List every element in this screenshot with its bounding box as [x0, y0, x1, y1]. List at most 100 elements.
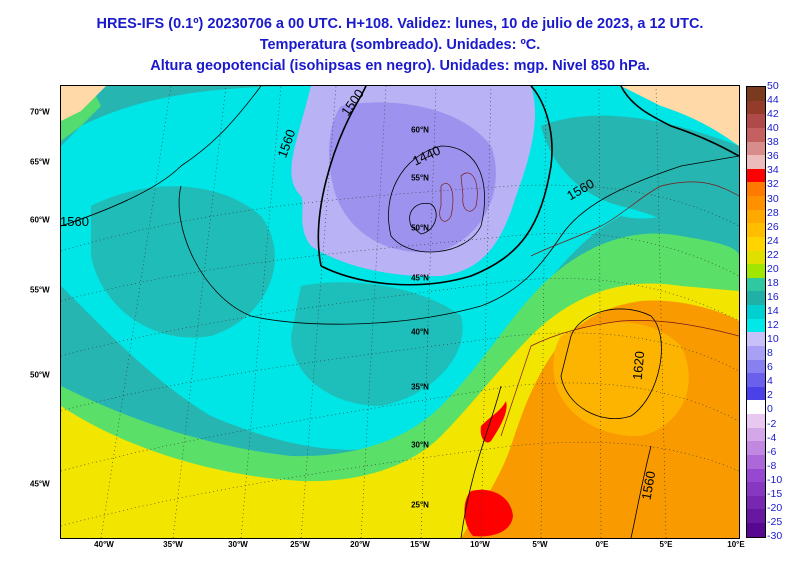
teal-europe-north	[541, 115, 739, 236]
contour-1500	[317, 86, 367, 267]
coastlines	[439, 172, 739, 437]
colorbar-label: 10	[767, 333, 779, 346]
colorbar-swatch	[747, 114, 765, 128]
land-northeast	[621, 86, 739, 146]
title-line-3: Altura geopotencial (isohipsas en negro)…	[150, 58, 650, 74]
colorbar-label: -20	[767, 501, 783, 514]
colorbar-swatch	[747, 427, 765, 442]
colorbar-swatch	[747, 277, 765, 292]
side-lat-label: 55°W	[30, 285, 50, 295]
grid-lat-label: 25°N	[411, 500, 429, 510]
colorbar-swatch	[747, 414, 765, 428]
colorbar-label: 14	[767, 305, 779, 317]
colorbar-label: 16	[767, 290, 779, 303]
colorbar-swatch	[747, 250, 765, 265]
lon-label: 5°E	[659, 540, 673, 549]
colorbar-swatch	[747, 400, 765, 414]
colorbar-label: 4	[767, 375, 773, 388]
graticule	[61, 86, 739, 538]
contour-1560-west	[61, 86, 262, 227]
lon-label: 15°W	[410, 540, 430, 549]
lon-label: 10°W	[470, 540, 490, 549]
lon-label: 35°W	[163, 540, 183, 549]
colorbar-swatch	[747, 305, 765, 319]
colorbar-swatch	[747, 87, 765, 101]
colorbar-swatch	[747, 127, 765, 142]
colorbar-label: 22	[767, 248, 779, 261]
lon-label: 20°W	[350, 540, 370, 549]
colorbar-swatch	[747, 373, 765, 387]
teal-patch-central	[291, 282, 463, 406]
contour-1560-south	[630, 445, 652, 538]
title-line-1: HRES-IFS (0.1º) 20230706 a 00 UTC. H+108…	[96, 16, 704, 32]
colorbar-swatch	[747, 155, 765, 169]
colorbar-swatch	[747, 523, 765, 537]
lon-label: 30°W	[228, 540, 248, 549]
colorbar-swatch	[747, 332, 765, 346]
colorbar-label: 42	[767, 108, 779, 121]
colorbar-swatch	[747, 291, 765, 305]
colorbar-swatch	[747, 509, 765, 523]
orange-light-patch	[553, 322, 689, 437]
contour-low-center	[409, 203, 437, 235]
colorbar-label: 0	[767, 403, 773, 416]
contour-1500-northeast	[620, 86, 739, 157]
contour-1620	[560, 308, 662, 419]
colorbar-swatch	[747, 168, 765, 183]
colorbar-label: -30	[767, 530, 783, 542]
side-lat-label: 70°W	[30, 107, 50, 117]
contour-coast	[460, 385, 502, 538]
colorbar-swatch	[747, 482, 765, 496]
contour-1440	[388, 145, 485, 253]
colorbar-label: 38	[767, 136, 779, 149]
colorbar-swatch	[747, 100, 765, 115]
colorbar-label: 24	[767, 234, 779, 247]
lon-label: 40°W	[94, 540, 114, 549]
grid-lat-label: 55°N	[411, 173, 429, 183]
colorbar-label: 36	[767, 150, 779, 163]
side-lat-label: 45°W	[30, 479, 50, 489]
colorbar-label: -4	[767, 431, 777, 444]
red-hotspot-south	[464, 489, 513, 537]
colorbar-swatch	[747, 454, 765, 469]
contour-1560-mid	[178, 155, 739, 325]
colorbar-swatch	[747, 264, 765, 278]
colorbar-label: 20	[767, 262, 779, 275]
colorbar-swatch	[747, 386, 765, 401]
side-lat-label: 50°W	[30, 370, 50, 380]
grid-lat-label: 35°N	[411, 382, 429, 392]
grid-lat-label: 60°N	[411, 125, 429, 135]
lon-label: 25°W	[290, 540, 310, 549]
land-northwest	[61, 86, 106, 121]
temperature-colorbar	[746, 86, 766, 538]
grid-lat-label: 45°N	[411, 273, 429, 283]
colorbar-label: -2	[767, 417, 777, 430]
side-lat-label: 60°W	[30, 215, 50, 225]
grid-lat-label: 50°N	[411, 223, 429, 233]
colorbar-label: 34	[767, 164, 779, 177]
colorbar-label: -6	[767, 445, 777, 458]
colorbar-swatch	[747, 182, 765, 196]
colorbar-label: 8	[767, 347, 773, 360]
colorbar-swatch	[747, 141, 765, 156]
colorbar-swatch	[747, 236, 765, 251]
colorbar-label: -10	[767, 473, 783, 486]
colorbar-swatch	[747, 318, 765, 333]
colorbar-swatch	[747, 468, 765, 483]
longitude-labels: 40°W 35°W 30°W 25°W 20°W 15°W 10°W 5°W 0…	[0, 540, 800, 554]
colorbar-label: -15	[767, 487, 783, 500]
colorbar-swatch	[747, 495, 765, 510]
colorbar-swatch	[747, 196, 765, 210]
teal-patch-west	[91, 186, 275, 338]
colorbar-label: 32	[767, 178, 779, 191]
contour-1500-east	[320, 86, 553, 286]
colorbar-label: 30	[767, 192, 779, 205]
colorbar-label: 26	[767, 220, 779, 233]
contour-label-1560-west: 1560	[60, 214, 89, 229]
colorbar-label: 44	[767, 94, 779, 107]
lon-label: 10°E	[727, 540, 745, 549]
colorbar-swatch	[747, 359, 765, 374]
colorbar-label: -8	[767, 459, 777, 472]
colorbar-swatch	[747, 209, 765, 224]
grid-lat-label: 30°N	[411, 440, 429, 450]
